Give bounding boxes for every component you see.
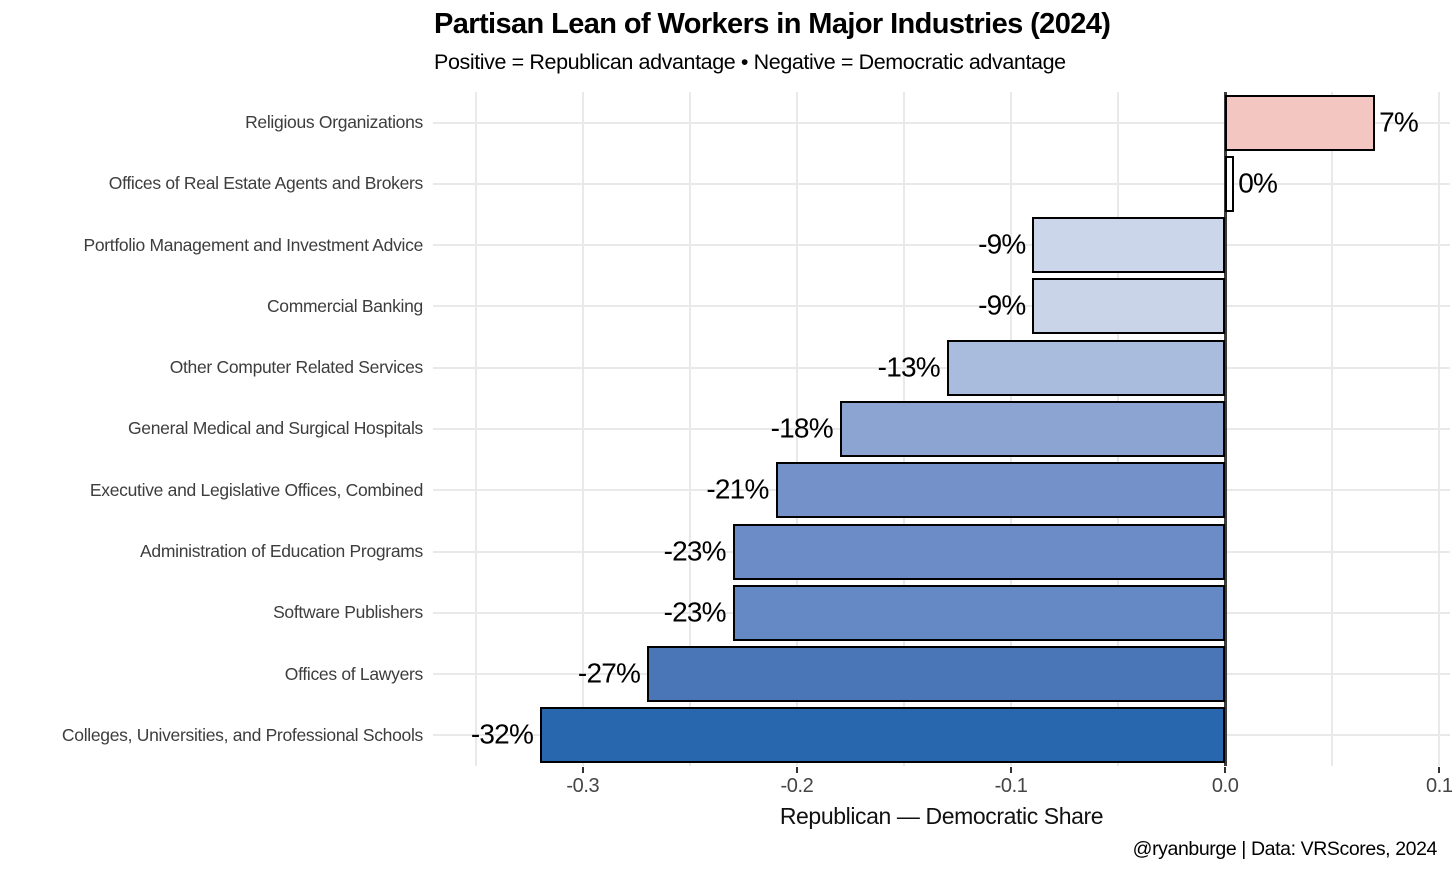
bar [1032, 217, 1226, 274]
bar-value-label: -9% [978, 228, 1026, 260]
bar [540, 707, 1226, 764]
category-label: Other Computer Related Services [169, 357, 424, 378]
bar-value-label: -23% [663, 534, 727, 566]
bar [839, 401, 1226, 457]
x-tick-mark [1010, 767, 1013, 773]
x-tick-label: 0.0 [1211, 775, 1239, 797]
x-axis-title: Republican — Democratic Share [779, 803, 1104, 829]
category-label: Offices of Real Estate Agents and Broker… [108, 173, 424, 194]
category-label: Software Publishers [273, 602, 423, 623]
zero-reference-line [1223, 92, 1227, 766]
x-tick-mark [1224, 767, 1227, 773]
bar-value-label: -18% [770, 412, 834, 444]
x-tick-label: -0.1 [994, 775, 1028, 797]
bar [1225, 155, 1235, 212]
horizontal-gridline [433, 182, 1450, 185]
horizontal-gridline [433, 305, 1450, 308]
category-label: Commercial Banking [266, 295, 423, 316]
x-tick-mark [795, 767, 798, 773]
bar [775, 462, 1226, 519]
x-tick-label: -0.2 [780, 775, 814, 797]
horizontal-gridline [433, 366, 1450, 369]
category-label: Colleges, Universities, and Professional… [61, 724, 423, 745]
category-label: Portfolio Management and Investment Advi… [83, 234, 423, 255]
bar [1032, 278, 1226, 335]
bar [732, 523, 1226, 580]
bar [732, 584, 1226, 641]
chart-title: Partisan Lean of Workers in Major Indust… [434, 8, 1111, 40]
bar [946, 339, 1226, 396]
chart-subtitle: Positive = Republican advantage • Negati… [434, 50, 1066, 74]
x-tick-mark [1438, 767, 1441, 773]
bar-value-label: -32% [470, 718, 534, 750]
credit-text: @ryanburge | Data: VRScores, 2024 [1132, 838, 1438, 860]
horizontal-gridline [433, 121, 1450, 124]
category-label: Offices of Lawyers [284, 663, 424, 684]
bar-value-label: 7% [1379, 105, 1419, 137]
category-label: Executive and Legislative Offices, Combi… [89, 479, 423, 500]
bar-value-label: -23% [663, 596, 727, 628]
x-tick-label: -0.3 [566, 775, 600, 797]
bar-value-label: -9% [978, 289, 1026, 321]
x-tick-label: 0.1 [1425, 775, 1453, 797]
horizontal-gridline [433, 244, 1450, 247]
bar [1225, 94, 1376, 151]
bar [647, 646, 1226, 703]
bar-value-label: 0% [1238, 167, 1278, 199]
x-tick-mark [581, 767, 584, 773]
bar-value-label: -27% [577, 657, 641, 689]
bar-value-label: -13% [877, 351, 941, 383]
bar-value-label: -21% [706, 473, 769, 505]
category-label: Religious Organizations [245, 112, 423, 133]
category-label: Administration of Education Programs [140, 541, 423, 562]
category-label: General Medical and Surgical Hospitals [127, 418, 423, 439]
